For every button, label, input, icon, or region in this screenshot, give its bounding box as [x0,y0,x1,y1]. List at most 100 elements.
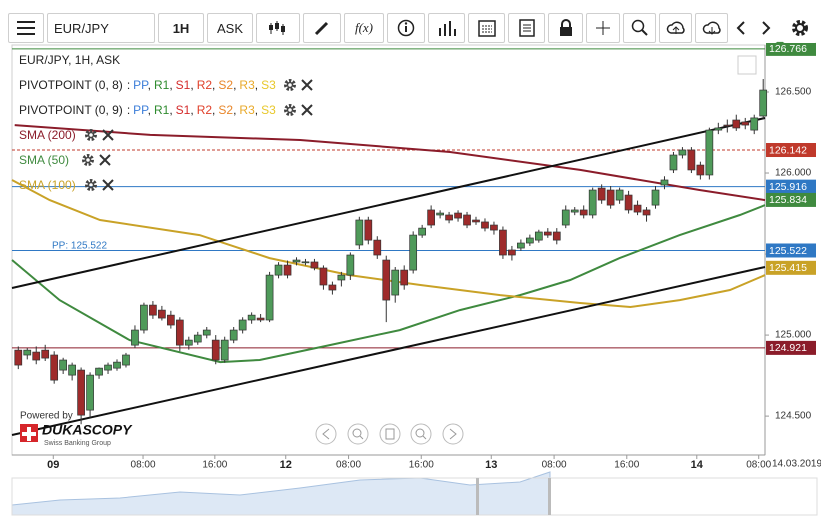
candle-body [77,369,85,416]
scroll-left[interactable] [315,423,337,445]
zoom-in[interactable] [410,423,432,445]
navigator-handle[interactable] [476,478,479,515]
candle-body [579,209,588,216]
settings-icon[interactable] [84,178,98,192]
candle-body [175,319,184,346]
next-button[interactable] [755,13,777,43]
pivot-name: PIVOTPOINT (0, 9) [19,103,123,117]
period-select[interactable]: 1H [158,13,204,43]
side-select[interactable]: ASK [207,13,253,43]
candle-body [86,374,94,411]
candle-body [552,231,561,241]
candle-body [283,264,292,276]
candle-body [310,261,319,269]
candle-body [705,129,714,176]
settings-icon[interactable] [283,103,297,117]
legend-row: SMA (50) [19,153,111,167]
candle-body [229,329,238,341]
series-name: SMA (100) [19,178,76,192]
candle-body [472,219,480,223]
candle-body [517,242,525,249]
x-tick-label: 08:00 [131,460,156,471]
y-tick-label: 124.500 [775,411,812,422]
trend-line[interactable] [11,266,766,436]
candle-body [696,164,705,176]
indicators-button[interactable] [428,13,465,43]
x-tick-label: 16:00 [202,460,227,471]
candle-body [391,269,400,296]
report-button[interactable] [508,13,545,43]
sma-line [11,179,766,309]
legend-row: SMA (100) [19,178,114,192]
remove-icon[interactable] [99,154,111,166]
trend-line[interactable] [11,117,766,289]
settings-icon[interactable] [81,153,95,167]
scroll-right[interactable] [442,423,464,445]
x-tick-label: 16:00 [614,460,639,471]
popout-button[interactable] [737,55,757,75]
candle-body [149,304,157,316]
download-button[interactable] [695,13,728,43]
candle-body [606,189,615,206]
pivot-level: R3 [239,103,258,117]
pivot-level: R1 [154,103,173,117]
pivot-level: S2 [218,103,236,117]
pivot-name: PIVOTPOINT (0, 8) [19,78,123,92]
pivot-levels: PPR1S1R2S2R3S3 [127,78,279,92]
navigator[interactable] [11,477,818,516]
remove-icon[interactable] [101,179,114,191]
candle-body [23,349,32,356]
logo-cross [22,427,36,441]
candle-body [418,227,427,236]
remove-icon[interactable] [301,104,313,116]
menu-button[interactable] [8,13,44,43]
function-button[interactable]: f(x) [344,13,384,43]
candle-body [481,221,489,229]
function: f(x) [354,20,374,35]
powered-by: Powered by [20,411,73,422]
candle-body [104,364,112,371]
candle-body [292,259,301,263]
settings-icon[interactable] [283,78,297,92]
draw-button[interactable] [303,13,341,43]
candle-body [651,189,660,206]
remove-icon[interactable] [301,79,313,91]
prev-button[interactable] [730,13,752,43]
candle-body [274,264,283,276]
calendar-button[interactable] [468,13,505,43]
candle-body [301,261,310,264]
crosshair-button[interactable] [586,13,620,43]
zoom-button[interactable] [623,13,656,43]
symbol-select[interactable]: EUR/JPY [47,13,155,43]
candle-body [382,259,391,301]
lock-button[interactable] [548,13,583,43]
candle-body [436,212,444,216]
navigator-handle[interactable] [548,478,551,515]
candle-body [41,349,50,359]
settings-icon[interactable] [84,128,98,142]
remove-icon[interactable] [101,129,114,141]
pivot-levels: PPR1S1R2S2R3S3 [127,103,279,117]
info-button[interactable] [387,13,425,43]
marker-label: 125.834 [769,194,807,206]
candle-body [337,274,346,281]
candle-body [526,237,534,244]
upload-button[interactable] [659,13,692,43]
candle-body [561,209,570,226]
legend-row: PIVOTPOINT (0, 8) PPR1S1R2S2R3S3 [19,78,313,92]
zoom-out[interactable] [347,423,369,445]
candle-body [256,317,265,321]
x-tick-label: 14 [691,459,704,471]
candle-body [454,212,462,219]
pivot-level: S3 [261,103,276,117]
candle-body [570,209,579,213]
reset[interactable] [379,423,401,445]
candle-body [642,209,651,216]
x-tick-label: 08:00 [336,460,361,471]
chart-type-button[interactable] [256,13,300,43]
settings-button[interactable] [783,13,817,43]
candle-body [355,219,364,246]
candle-body [220,339,229,361]
symbol: EUR/JPY [54,20,109,36]
